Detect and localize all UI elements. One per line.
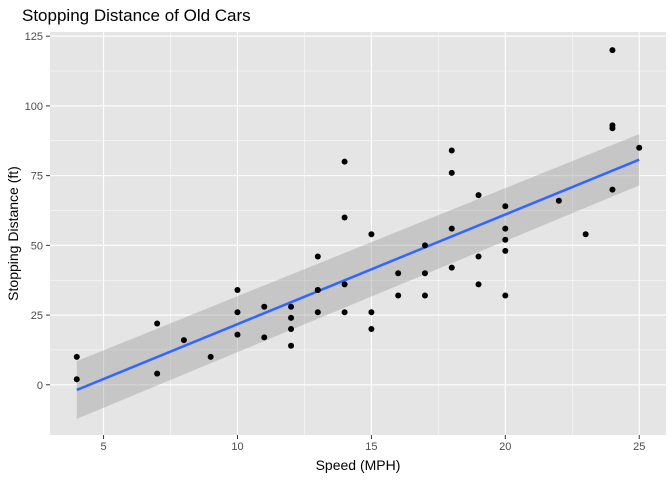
- data-point: [502, 292, 509, 299]
- data-point: [448, 169, 455, 176]
- data-point: [261, 334, 268, 341]
- data-point: [341, 281, 348, 288]
- data-point: [368, 231, 375, 238]
- data-point: [314, 253, 321, 260]
- chart-title: Stopping Distance of Old Cars: [22, 6, 251, 25]
- data-point: [502, 225, 509, 232]
- data-point: [288, 326, 295, 333]
- regression-line: [76, 158, 640, 392]
- y-tick-label: 0: [37, 380, 43, 392]
- data-point: [555, 197, 562, 204]
- data-point: [502, 203, 509, 210]
- x-tick-label: 5: [101, 441, 107, 453]
- data-point: [448, 147, 455, 154]
- y-tick-label: 100: [25, 101, 43, 113]
- y-axis-ticks: 0 25 50 75 100 125: [25, 31, 50, 392]
- data-point: [395, 270, 402, 277]
- data-point: [475, 253, 482, 260]
- data-point: [368, 326, 375, 333]
- data-point: [341, 309, 348, 316]
- data-point: [448, 225, 455, 232]
- y-tick-label: 75: [31, 171, 43, 183]
- data-point: [341, 214, 348, 221]
- data-point: [368, 309, 375, 316]
- y-axis-title: Stopping Distance (ft): [5, 166, 21, 301]
- data-point: [314, 286, 321, 293]
- data-point: [234, 309, 241, 316]
- y-tick-label: 25: [31, 310, 43, 322]
- minor-gridlines: [50, 32, 666, 435]
- data-point: [502, 236, 509, 243]
- data-point: [180, 337, 187, 344]
- x-tick-label: 15: [365, 441, 377, 453]
- x-axis-title: Speed (MPH): [316, 457, 401, 473]
- data-point: [261, 303, 268, 310]
- major-gridlines: [50, 32, 666, 435]
- data-point: [582, 231, 589, 238]
- y-tick-label: 50: [31, 240, 43, 252]
- data-point: [636, 144, 643, 151]
- x-tick-label: 25: [633, 441, 645, 453]
- data-point: [421, 270, 428, 277]
- x-tick-label: 20: [499, 441, 511, 453]
- data-point: [421, 292, 428, 299]
- data-point: [421, 242, 428, 249]
- data-point: [609, 186, 616, 193]
- data-point: [73, 353, 80, 360]
- x-tick-label: 10: [231, 441, 243, 453]
- data-point: [288, 303, 295, 310]
- data-point: [341, 158, 348, 165]
- data-point: [234, 331, 241, 338]
- data-point: [234, 286, 241, 293]
- x-axis-ticks: 5 10 15 20 25: [101, 435, 645, 453]
- data-point: [609, 47, 616, 54]
- data-point: [475, 281, 482, 288]
- data-point: [154, 370, 161, 377]
- confidence-band: [76, 134, 640, 419]
- data-point: [448, 264, 455, 271]
- data-point: [288, 314, 295, 321]
- data-point: [609, 122, 616, 129]
- data-point: [154, 320, 161, 327]
- data-point: [475, 192, 482, 199]
- data-point: [502, 247, 509, 254]
- data-point: [207, 353, 214, 360]
- y-tick-label: 125: [25, 31, 43, 43]
- data-point: [314, 309, 321, 316]
- data-point: [288, 342, 295, 349]
- data-point: [73, 376, 80, 383]
- data-point: [395, 292, 402, 299]
- data-points: [73, 47, 643, 383]
- plot-panel: [50, 32, 666, 435]
